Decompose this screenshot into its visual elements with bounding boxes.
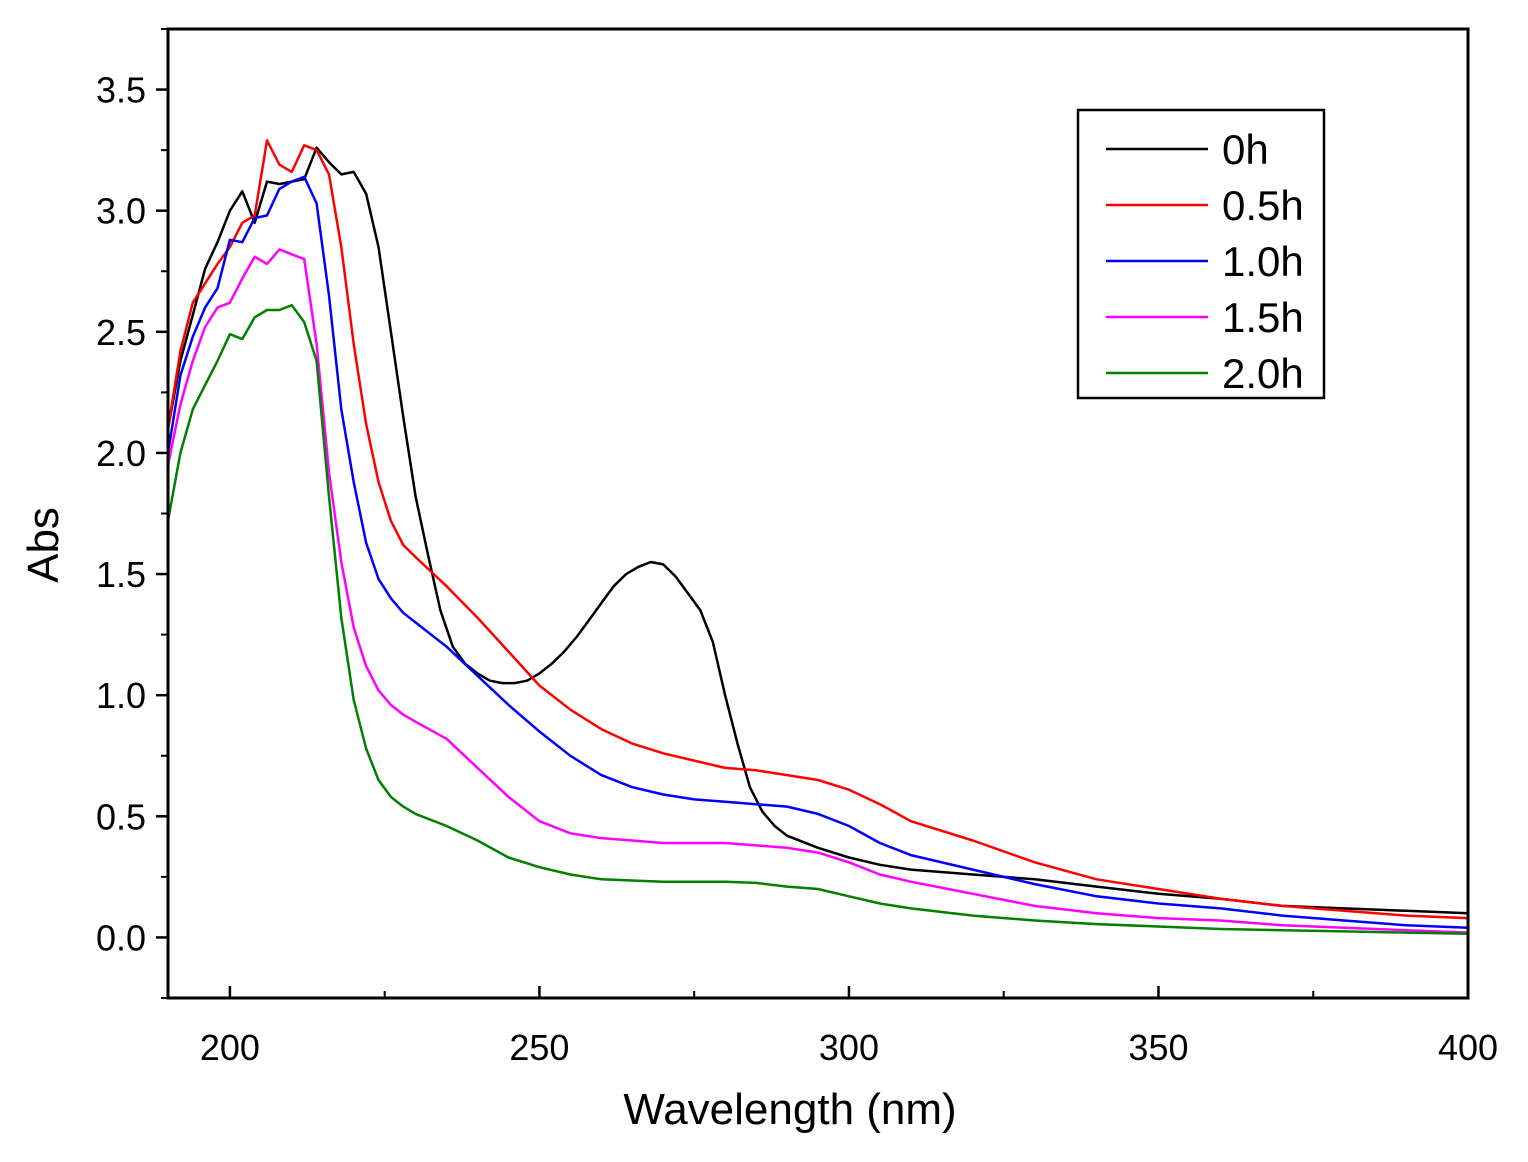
x-tick-label: 200	[200, 1027, 260, 1068]
y-tick-label: 3.0	[96, 191, 146, 232]
series-lines	[166, 139, 1469, 936]
series-line-2-0h	[166, 303, 1469, 936]
y-tick-label: 2.5	[96, 312, 146, 353]
y-tick-label: 2.0	[96, 433, 146, 474]
legend-label: 1.0h	[1222, 238, 1304, 285]
plot-frame	[166, 27, 1470, 1000]
y-tick-label: 1.0	[96, 675, 146, 716]
series-line-0-5h	[166, 139, 1469, 920]
x-axis-title: Wavelength (nm)	[623, 1085, 956, 1134]
legend: 0h 0.5h 1.0h 1.5h 2.0h	[1076, 108, 1326, 400]
y-tick-labels: 0.0 0.5 1.0 1.5 2.0 2.5 3.0 3.5	[96, 70, 146, 959]
legend-label: 1.5h	[1222, 294, 1304, 341]
legend-label: 2.0h	[1222, 350, 1304, 397]
x-tick-labels: 200 250 300 350 400	[200, 1027, 1498, 1068]
x-tick-label: 250	[509, 1027, 569, 1068]
legend-label: 0.5h	[1222, 182, 1304, 229]
series-line-1-0h	[166, 175, 1469, 929]
x-tick-label: 400	[1438, 1027, 1498, 1068]
y-tick-label: 0.5	[96, 796, 146, 837]
legend-box	[1076, 108, 1326, 400]
x-tick-label: 300	[819, 1027, 879, 1068]
y-axis-title: Abs	[19, 507, 68, 583]
series-line-1-5h	[166, 248, 1469, 934]
y-tick-label: 1.5	[96, 554, 146, 595]
x-tick-label: 350	[1128, 1027, 1188, 1068]
y-tick-label: 3.5	[96, 70, 146, 111]
legend-label: 0h	[1222, 126, 1269, 173]
y-tick-label: 0.0	[96, 917, 146, 958]
